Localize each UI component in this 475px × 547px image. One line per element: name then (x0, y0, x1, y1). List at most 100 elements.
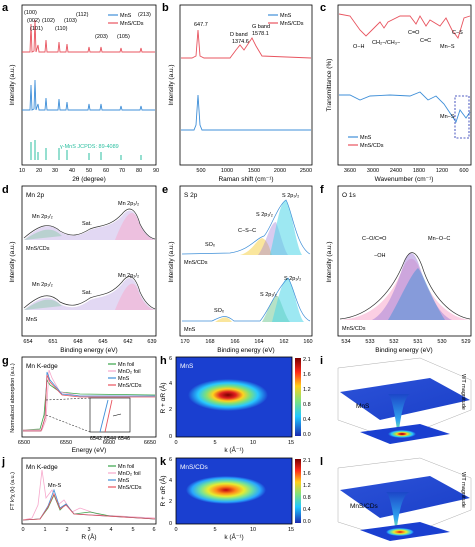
tick: 6650 (144, 440, 156, 446)
peak-112: (112) (76, 12, 89, 18)
e-ann-sox-bottom: SOₓ (214, 308, 224, 314)
panel-d-frame (21, 185, 157, 337)
panel-l-zlabel: WT magnitude (460, 472, 466, 508)
panel-d-title: Mn 2p (26, 192, 44, 199)
xrd-reference-sticks (30, 140, 142, 160)
legend-mns: MnS (120, 13, 132, 19)
tick: 2 (169, 499, 172, 505)
ftir-mns-trace (339, 91, 471, 124)
panel-h: h MnS 2.1 1.6 1.2 0.8 0.4 0.0 0 5 10 15 … (158, 355, 311, 454)
tick: 3600 (344, 168, 356, 174)
tick: 20 (36, 168, 42, 174)
panel-f-xlabel: Binding energy (eV) (375, 347, 432, 354)
legend-mns-cds: MnS/CDs (360, 143, 384, 149)
tick: 530 (437, 339, 446, 345)
wt3d-funnel-mns-cds (386, 492, 410, 536)
panel-k-xlabel: k (Å⁻¹) (224, 532, 243, 541)
d-sample-mns: MnS (26, 317, 38, 323)
panel-d-xlabel: Binding energy (eV) (60, 347, 117, 354)
tick: 2000 (274, 168, 286, 174)
panel-l-title: MnS/CDs (350, 503, 379, 510)
ftir-cs: C−S (452, 30, 463, 36)
panel-label-g: g (2, 355, 9, 367)
tick: 2500 (300, 168, 312, 174)
raman-g-band: G band (252, 24, 270, 30)
panel-k-ylabel: R + αR (Å) (158, 475, 167, 506)
tick: 164 (254, 339, 263, 345)
tick: 529 (461, 339, 470, 345)
panel-a-frame (21, 4, 157, 166)
tick: 70 (119, 168, 125, 174)
panel-label-a: a (2, 2, 9, 14)
legend-mn-foil: Mn foil (118, 362, 134, 368)
tick: 1200 (436, 168, 448, 174)
peak-002: (002) (27, 18, 40, 24)
tick: 1500 (248, 168, 260, 174)
tick: 6600 (103, 440, 115, 446)
panel-c-frame (337, 4, 472, 166)
o-fit-blue (388, 268, 445, 320)
tick: 80 (136, 168, 142, 174)
wt-hotspot-mns-cds (186, 476, 266, 504)
s-fit-bottom-yellow (182, 317, 232, 322)
panel-h-xlabel: k (Å⁻¹) (224, 445, 243, 454)
cbar-tick: 0.0 (303, 519, 311, 525)
peak-103: (103) (64, 18, 77, 24)
tick: 3000 (367, 168, 379, 174)
cbar-tick: 0.8 (303, 402, 311, 408)
panel-c: c O−H CH₂−/CH₃− C=O C=C C−S Mn−S Mn−S Mn… (320, 2, 472, 183)
f-ann-co: C−O/C=O (362, 236, 387, 242)
inset-tick: 6544 (104, 436, 116, 442)
panel-a-ylabel: Intensity (a.u.) (9, 64, 16, 105)
ftir-cc: C=C (420, 38, 431, 44)
wt3d-bottom-hotspot-mns (388, 430, 416, 438)
panel-g-frame (21, 356, 157, 438)
tick: 160 (303, 339, 312, 345)
d-sample-mns-cds: MnS/CDs (26, 246, 50, 252)
tick: 15 (288, 527, 294, 533)
tick: 1000 (221, 168, 233, 174)
panel-j-ylabel: FT k³χ (k) (a.u.) (10, 472, 16, 510)
panel-j-frame (21, 457, 157, 525)
tick: 531 (413, 339, 422, 345)
cbar-tick: 0.0 (303, 432, 311, 438)
cbar-tick: 2.1 (303, 458, 311, 464)
tick: 2 (169, 407, 172, 413)
tick: 170 (180, 339, 189, 345)
ftir-mns-bottom: Mn−S (440, 114, 455, 120)
inset-arrow (112, 413, 122, 417)
panel-label-l: l (320, 456, 323, 468)
panel-label-h: h (160, 355, 167, 367)
tick: 642 (123, 339, 132, 345)
tick: 15 (288, 440, 294, 446)
colorbar-h (295, 358, 301, 436)
cbar-tick: 0.4 (303, 507, 311, 513)
tick: 6550 (60, 440, 72, 446)
panel-f-ylabel: Intensity (a.u.) (326, 241, 333, 282)
legend-mno2: MnO₂ foil (118, 471, 141, 477)
s-fit-bottom-cyan (272, 278, 304, 322)
tick: 0 (174, 440, 177, 446)
tick: 5 (213, 527, 216, 533)
peak-203: (203) (95, 34, 108, 40)
d-ann-mn2p12-bottom: Mn 2p₁/₂ (32, 282, 53, 288)
panel-c-xlabel: Wavenumber (cm⁻¹) (375, 176, 434, 183)
mn-fit-bottom-green (24, 299, 62, 310)
tick: 5 (131, 527, 134, 533)
tick: 651 (48, 339, 57, 345)
panel-l: l MnS/CDs WT magnitude (320, 456, 472, 541)
cbar-tick: 1.6 (303, 471, 311, 477)
tick: 4 (169, 478, 172, 484)
panel-label-e: e (162, 184, 168, 196)
inset-connector-top (45, 397, 91, 401)
cbar-tick: 1.2 (303, 483, 311, 489)
panel-a-xticks: 10 20 30 40 50 60 70 80 90 (19, 168, 159, 174)
ftir-oh: O−H (353, 44, 364, 50)
panel-e-frame (179, 185, 313, 337)
panel-h-frame (175, 356, 293, 438)
panel-j: j Mn K-edge Mn-S Mn foil MnO₂ foil MnS M… (1, 456, 157, 541)
legend-mns-cds: MnS/CDs (280, 21, 304, 27)
peak-213: (213) (138, 12, 151, 18)
tick: 534 (341, 339, 350, 345)
